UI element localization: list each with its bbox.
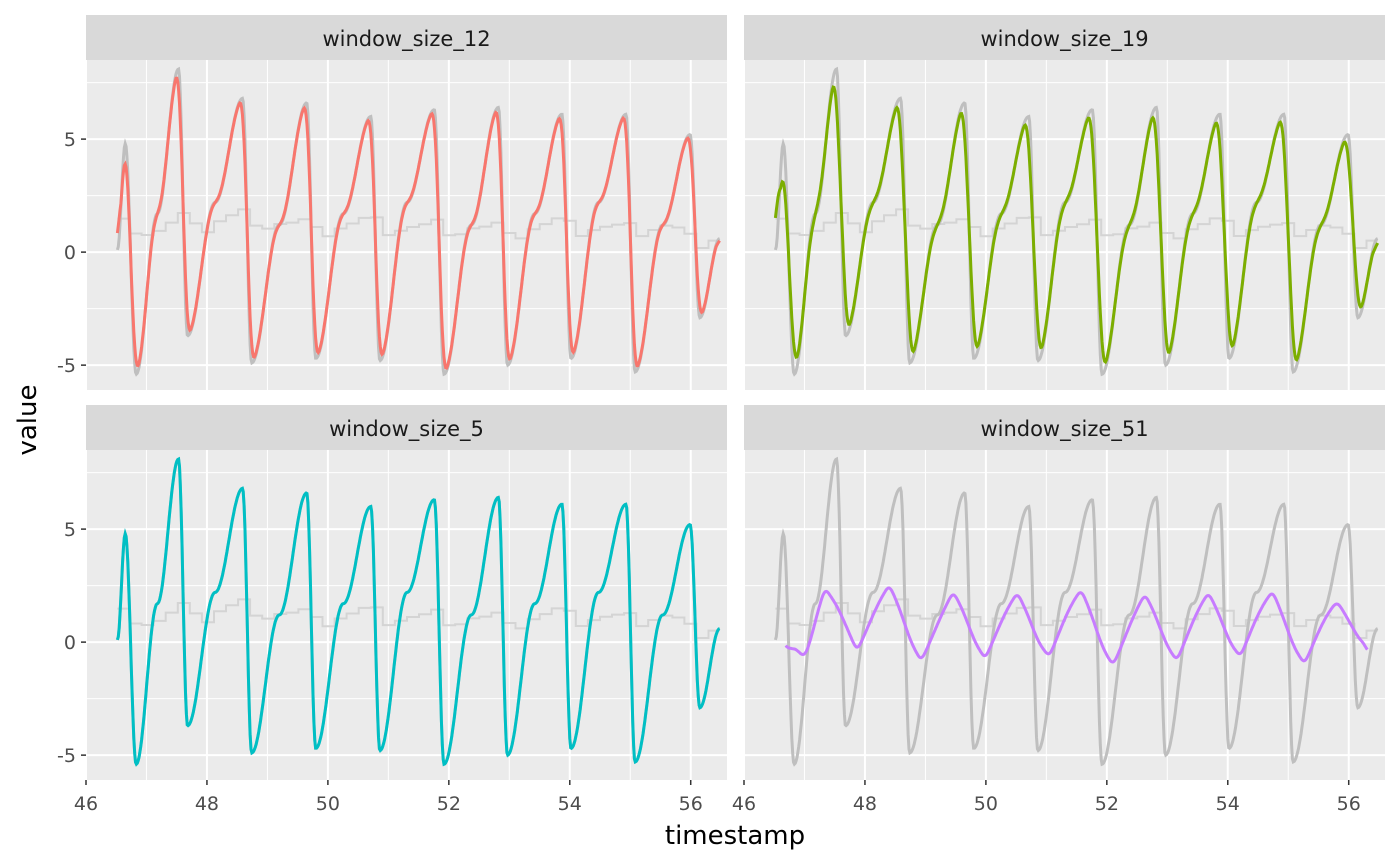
trend-line <box>117 208 720 249</box>
facet-strip-label: window_size_51 <box>980 417 1148 442</box>
facet-strip <box>86 15 727 60</box>
x-tick-label: 52 <box>1095 793 1119 815</box>
trend-line <box>775 208 1378 249</box>
y-tick-label: 5 <box>64 519 76 541</box>
facet-strip-label: window_size_19 <box>980 27 1148 52</box>
y-tick-label: -5 <box>57 355 76 377</box>
trend-line <box>117 598 720 639</box>
y-tick-label: 0 <box>64 632 76 654</box>
facet-strip <box>86 405 727 450</box>
x-axis-title: timestamp <box>665 821 805 851</box>
facet-strip-label: window_size_5 <box>329 417 484 442</box>
facet-strip <box>744 15 1385 60</box>
x-tick-label: 52 <box>437 793 461 815</box>
series-line-window_size_5 <box>115 456 721 767</box>
panel-window_size_19: window_size_19 <box>743 15 1385 390</box>
x-tick-label: 54 <box>1216 793 1240 815</box>
x-tick-label: 46 <box>74 793 98 815</box>
x-tick-label: 56 <box>1337 793 1361 815</box>
y-axis-title: value <box>13 384 43 455</box>
panels-group: window_size_12 -5 0 5 window_size_19 window_s… <box>57 15 1385 815</box>
series-line-window_size_19 <box>773 85 1380 365</box>
trend-line <box>775 598 1378 639</box>
series-line-window_size_12 <box>115 76 721 370</box>
facet-strip-label: window_size_12 <box>322 27 490 52</box>
panel-window_size_12: window_size_12 -5 0 5 <box>57 15 727 390</box>
facet-strip <box>744 405 1385 450</box>
x-tick-label: 50 <box>974 793 998 815</box>
x-tick-label: 54 <box>558 793 582 815</box>
y-tick-label: -5 <box>57 745 76 767</box>
y-tick-label: 5 <box>64 129 76 151</box>
original-signal-line <box>773 456 1379 767</box>
panel-window_size_51: window_size_51 46 48 50 52 54 56 <box>732 405 1385 815</box>
x-tick-label: 50 <box>316 793 340 815</box>
x-tick-label: 48 <box>853 793 877 815</box>
x-tick-label: 48 <box>195 793 219 815</box>
x-tick-label: 46 <box>732 793 756 815</box>
x-tick-label: 56 <box>679 793 703 815</box>
series-line-window_size_51 <box>784 586 1369 664</box>
y-tick-label: 0 <box>64 242 76 264</box>
panel-window_size_5: window_size_5 -5 0 5 46 48 50 52 54 56 <box>57 405 727 815</box>
